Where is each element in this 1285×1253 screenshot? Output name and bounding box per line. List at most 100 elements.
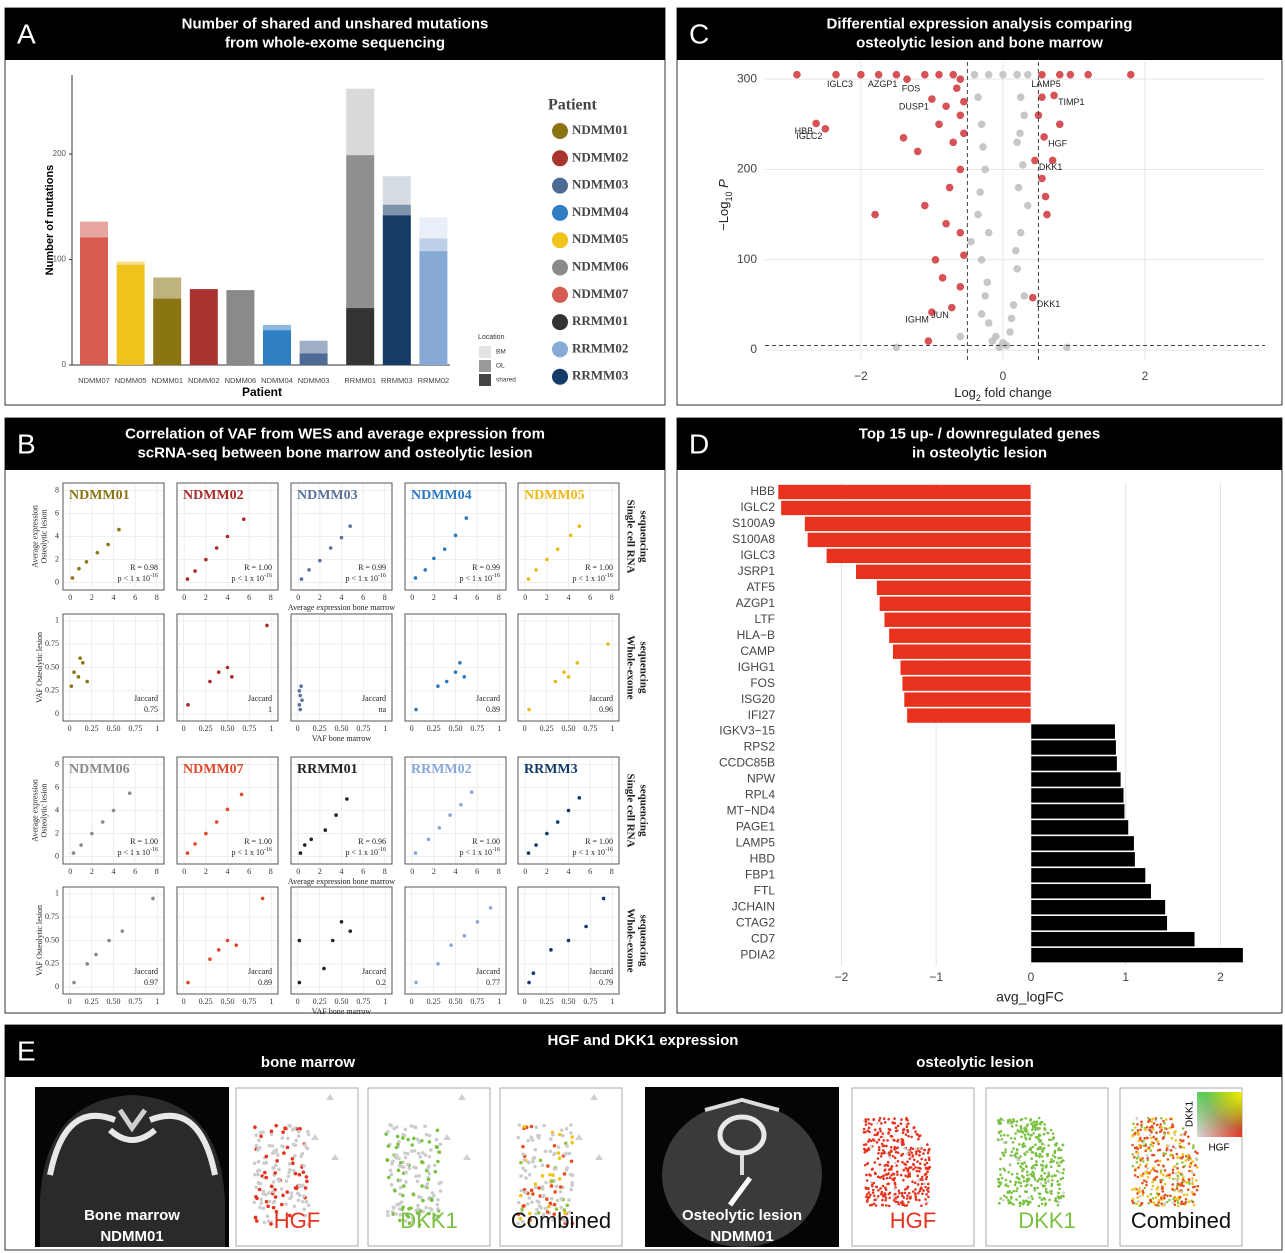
- umap-cell: [882, 1178, 885, 1181]
- umap-cell: [1197, 1185, 1200, 1188]
- x-axis-label: Patient: [242, 385, 282, 399]
- point: [957, 283, 965, 291]
- x-tick-label: 6: [588, 867, 592, 876]
- bar: [1031, 948, 1243, 963]
- umap-cell: [1136, 1123, 1139, 1126]
- umap-cell: [439, 1181, 443, 1185]
- umap-cell: [406, 1152, 410, 1156]
- umap-cell: [1060, 1178, 1063, 1181]
- stat-part: p < 1 x 10: [459, 574, 492, 583]
- umap-cell: [435, 1138, 439, 1142]
- umap-cell: [271, 1151, 275, 1155]
- umap-cell: [1193, 1186, 1196, 1189]
- umap-cell: [1181, 1153, 1184, 1156]
- umap-cell: [1027, 1178, 1030, 1181]
- umap-cell: [267, 1219, 271, 1223]
- umap-cell: [871, 1183, 874, 1186]
- x-tick-label: 0: [296, 724, 300, 733]
- x-tick-label: 0: [296, 997, 300, 1006]
- umap-cell: [1061, 1160, 1064, 1163]
- umap-cell: [1157, 1164, 1160, 1167]
- umap-cell: [926, 1170, 929, 1173]
- umap-cell: [1162, 1194, 1165, 1197]
- x-tick-label: 2: [1142, 369, 1149, 383]
- point: [234, 943, 238, 947]
- legend-label: NDMM07: [572, 286, 629, 301]
- y-tick-label: IGKV3−15: [719, 724, 775, 738]
- x-tick-label: 0.75: [356, 997, 370, 1006]
- umap-cell: [906, 1160, 909, 1163]
- x-tick-label: 4: [340, 593, 344, 602]
- point: [226, 666, 230, 670]
- x-tick-label: 6: [475, 593, 479, 602]
- umap-cell: [428, 1134, 432, 1138]
- point: [462, 675, 466, 679]
- umap-cell: [1161, 1178, 1164, 1181]
- bar-segment: [346, 155, 374, 308]
- stat-part: -16: [264, 573, 272, 579]
- umap-cell: [1188, 1156, 1191, 1159]
- point: [323, 828, 327, 832]
- bar: [1031, 756, 1117, 771]
- umap-cell: [1152, 1142, 1155, 1145]
- umap-cell: [397, 1168, 401, 1172]
- point: [322, 967, 326, 971]
- umap-cell: [1021, 1118, 1024, 1121]
- umap-cell: [385, 1158, 389, 1162]
- umap-cell: [1015, 1190, 1018, 1193]
- stat-part: p < 1 x 10: [117, 574, 150, 583]
- bar: [907, 708, 1031, 723]
- umap-cell: [1003, 1195, 1006, 1198]
- point: [414, 981, 418, 985]
- x-tick-label: 0.25: [313, 724, 327, 733]
- umap-cell: [1009, 1119, 1012, 1122]
- umap-cell: [1134, 1174, 1137, 1177]
- umap-cell: [1057, 1204, 1060, 1207]
- umap-cell: [1160, 1129, 1163, 1132]
- point: [81, 661, 85, 665]
- umap-cell: [908, 1192, 911, 1195]
- umap-cell: [1010, 1196, 1013, 1199]
- stat-label: Jaccard: [476, 694, 500, 703]
- point: [298, 703, 302, 707]
- umap-cell: [1173, 1166, 1176, 1169]
- x-tick-label: 0: [1028, 970, 1035, 984]
- point: [793, 71, 801, 79]
- umap-cell: [879, 1128, 882, 1131]
- point: [602, 897, 606, 901]
- umap-cell: [863, 1143, 866, 1146]
- umap-cell: [1031, 1198, 1034, 1201]
- x-tick-label: 8: [610, 867, 614, 876]
- umap-cell: [1175, 1177, 1178, 1180]
- umap-cell: [1132, 1202, 1135, 1205]
- point: [900, 134, 908, 142]
- umap-cell: [1026, 1171, 1029, 1174]
- umap-cell: [863, 1128, 866, 1131]
- umap-cell: [570, 1184, 574, 1188]
- umap-cell: [1180, 1191, 1183, 1194]
- umap-cell: [292, 1169, 296, 1173]
- bar: [805, 516, 1031, 531]
- umap-cell: [1177, 1202, 1180, 1205]
- umap-cell: [553, 1203, 557, 1207]
- x-tick-label: −2: [854, 369, 868, 383]
- umap-cell: [291, 1161, 295, 1165]
- bar-segment: [263, 330, 291, 365]
- x-tick-label: 0: [182, 724, 186, 733]
- point: [527, 851, 531, 855]
- umap-cell: [1168, 1127, 1171, 1130]
- bar-segment: [80, 222, 108, 238]
- x-tick-label: 0.25: [85, 724, 99, 733]
- umap-cell: [915, 1151, 918, 1154]
- y-axis-label: Average expression: [30, 779, 39, 842]
- umap-cell: [1050, 1184, 1053, 1187]
- umap-cell: [1191, 1171, 1194, 1174]
- umap-cell: [1137, 1176, 1140, 1179]
- umap-cell: [1160, 1117, 1163, 1120]
- umap-cell: [1155, 1196, 1158, 1199]
- y-tick-label: 0.25: [45, 959, 59, 968]
- umap-cell: [896, 1146, 899, 1149]
- y-tick-label: 8: [55, 759, 59, 768]
- umap-cell: [530, 1189, 534, 1193]
- umap-cell: [880, 1152, 883, 1155]
